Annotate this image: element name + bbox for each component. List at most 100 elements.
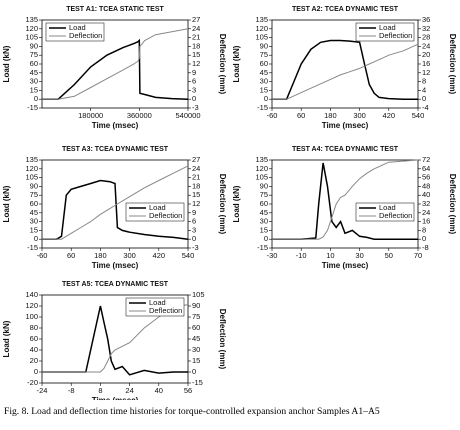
y2-tick-label: 27 [192,155,200,164]
y-tick-label: 45 [30,68,38,77]
x-tick-label: 540 [182,251,195,260]
y-tick-label: 60 [30,59,38,68]
x-tick-label: 180000 [78,111,103,120]
y2-tick-label: 32 [422,24,430,33]
y-tick-label: 140 [25,290,38,299]
panel-title: TEST A3: TCEA DYNAMIC TEST [62,146,169,153]
y-axis-label: Load (kN) [2,320,11,357]
legend-label: Deflection [379,31,412,40]
y2-tick-label: 16 [422,59,430,68]
y-tick-label: 60 [30,334,38,343]
y2-tick-label: 15 [192,50,200,59]
y2-axis-label: Deflection (mm) [218,34,227,95]
y-tick-label: 75 [260,50,268,59]
y-tick-label: 120 [255,164,268,173]
y2-tick-label: 36 [422,15,430,24]
y2-tick-label: 20 [422,50,430,59]
series-line [42,38,189,100]
series-line [272,159,419,240]
y-tick-label: 0 [264,94,268,103]
figure: TEST A1: TCEA STATIC TEST-15015304560759… [2,6,457,400]
y2-axis-label: Deflection (mm) [218,174,227,235]
y-tick-label: 15 [260,225,268,234]
y2-tick-label: -3 [192,243,199,252]
y2-axis-label: Deflection (mm) [448,34,457,95]
legend-label: Load [379,203,396,212]
y-tick-label: 45 [260,68,268,77]
y2-tick-label: 15 [192,190,200,199]
x-tick-label: 180 [324,111,337,120]
y2-tick-label: 72 [422,155,430,164]
x-tick-label: 300 [353,111,366,120]
y-tick-label: -15 [27,103,38,112]
legend-label: Load [69,23,86,32]
figure-caption: Fig. 8. Load and deflection time histori… [4,406,380,417]
x-tick-label: 30 [355,251,363,260]
y-axis-label: Load (kN) [232,185,241,222]
y2-tick-label: 12 [192,59,200,68]
y-tick-label: 30 [30,217,38,226]
x-tick-label: 50 [385,251,393,260]
x-axis-label: Time (msec) [92,261,139,270]
y2-tick-label: 12 [422,68,430,77]
y-tick-label: 120 [255,24,268,33]
y2-tick-label: 9 [192,68,196,77]
x-tick-label: 360000 [127,111,152,120]
y-tick-label: -15 [27,243,38,252]
series-line [272,162,418,240]
series-line [272,43,419,100]
x-axis-label: Time (msec) [92,396,139,400]
y-tick-label: 100 [25,312,38,321]
y2-tick-label: 0 [192,234,196,243]
series-line [272,39,418,100]
y-tick-label: 90 [260,181,268,190]
x-tick-label: 24 [125,386,133,395]
y2-tick-label: 28 [422,33,430,42]
y2-tick-label: 56 [422,173,430,182]
legend-label: Load [379,23,396,32]
y-tick-label: 40 [30,345,38,354]
y-tick-label: 0 [264,234,268,243]
y-tick-label: 120 [25,301,38,310]
y-tick-label: 75 [260,190,268,199]
legend-label: Load [149,203,166,212]
y2-tick-label: 0 [422,234,426,243]
y-tick-label: -15 [257,103,268,112]
y2-tick-label: 6 [192,77,196,86]
y-tick-label: 45 [260,208,268,217]
y2-tick-label: 0 [192,367,196,376]
x-tick-label: -24 [37,386,48,395]
panel-title: TEST A4: TCEA DYNAMIC TEST [292,146,399,153]
y-tick-label: -20 [27,378,38,387]
y2-tick-label: 24 [422,41,430,50]
y2-tick-label: 0 [422,94,426,103]
legend-label: Deflection [379,211,412,220]
x-tick-label: -10 [296,251,307,260]
y2-tick-label: 3 [192,225,196,234]
y2-tick-label: 40 [422,190,430,199]
y-tick-label: 45 [30,208,38,217]
y2-tick-label: -3 [192,103,199,112]
y-tick-label: 120 [25,24,38,33]
y-tick-label: 135 [255,15,268,24]
y-tick-label: 135 [255,155,268,164]
x-tick-label: 300 [123,251,136,260]
panel-title: TEST A1: TCEA STATIC TEST [66,6,164,13]
x-tick-label: 56 [184,386,192,395]
y-tick-label: 0 [34,367,38,376]
y2-tick-label: -4 [422,103,429,112]
y2-tick-label: 9 [192,208,196,217]
x-tick-label: 420 [153,251,166,260]
legend-label: Deflection [149,211,182,220]
y2-tick-label: 75 [192,312,200,321]
y-tick-label: 75 [30,50,38,59]
y2-tick-label: 90 [192,301,200,310]
y-tick-label: 135 [25,15,38,24]
y2-tick-label: 24 [192,164,200,173]
y2-tick-label: 105 [192,290,205,299]
legend-label: Deflection [149,306,182,315]
y-tick-label: 90 [30,41,38,50]
series-line [42,179,189,240]
y2-tick-label: 60 [192,323,200,332]
y2-tick-label: 27 [192,15,200,24]
